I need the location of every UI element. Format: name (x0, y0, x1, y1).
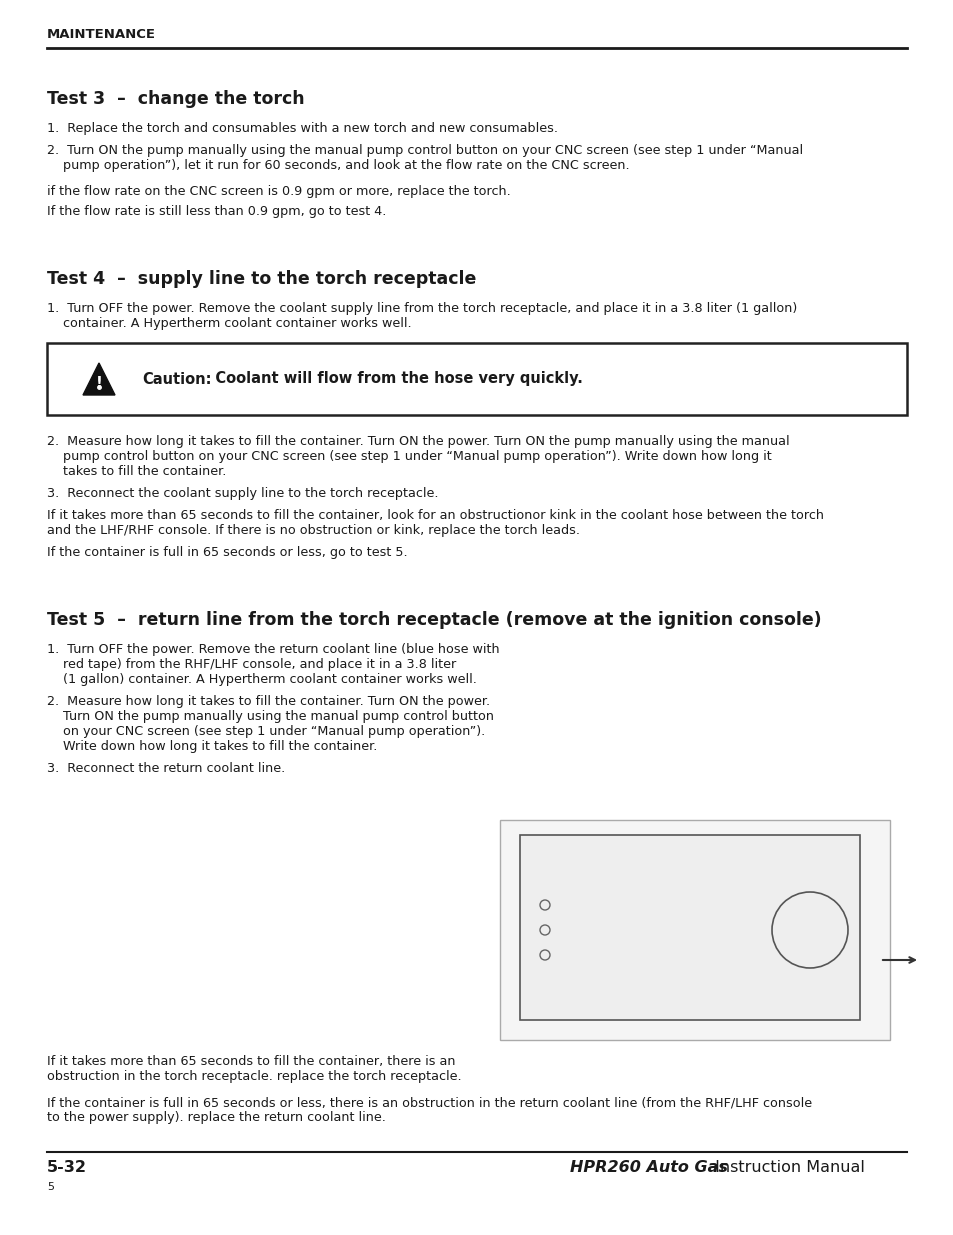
Text: If it takes more than 65 seconds to fill the container, look for an obstructiono: If it takes more than 65 seconds to fill… (47, 509, 823, 522)
Text: Write down how long it takes to fill the container.: Write down how long it takes to fill the… (47, 740, 377, 753)
Text: 5-32: 5-32 (47, 1160, 87, 1174)
Text: If the flow rate is still less than 0.9 gpm, go to test 4.: If the flow rate is still less than 0.9 … (47, 205, 386, 219)
Text: Test 5  –  return line from the torch receptacle (remove at the ignition console: Test 5 – return line from the torch rece… (47, 611, 821, 629)
Text: Test 4  –  supply line to the torch receptacle: Test 4 – supply line to the torch recept… (47, 270, 476, 288)
Polygon shape (83, 363, 115, 395)
FancyBboxPatch shape (499, 820, 889, 1040)
Text: pump operation”), let it run for 60 seconds, and look at the flow rate on the CN: pump operation”), let it run for 60 seco… (47, 159, 629, 172)
Text: and the LHF/RHF console. If there is no obstruction or kink, replace the torch l: and the LHF/RHF console. If there is no … (47, 524, 579, 537)
Text: container. A Hypertherm coolant container works well.: container. A Hypertherm coolant containe… (47, 317, 411, 330)
Text: If the container is full in 65 seconds or less, go to test 5.: If the container is full in 65 seconds o… (47, 546, 407, 559)
Text: obstruction in the torch receptacle. replace the torch receptacle.: obstruction in the torch receptacle. rep… (47, 1070, 461, 1083)
Text: Caution:: Caution: (142, 372, 212, 387)
Text: 2.  Turn ON the pump manually using the manual pump control button on your CNC s: 2. Turn ON the pump manually using the m… (47, 144, 802, 157)
Text: 1.  Turn OFF the power. Remove the return coolant line (blue hose with: 1. Turn OFF the power. Remove the return… (47, 643, 499, 656)
Text: If the container is full in 65 seconds or less, there is an obstruction in the r: If the container is full in 65 seconds o… (47, 1095, 811, 1109)
Text: on your CNC screen (see step 1 under “Manual pump operation”).: on your CNC screen (see step 1 under “Ma… (47, 725, 485, 739)
Text: 1.  Turn OFF the power. Remove the coolant supply line from the torch receptacle: 1. Turn OFF the power. Remove the coolan… (47, 303, 797, 315)
Text: to the power supply). replace the return coolant line.: to the power supply). replace the return… (47, 1112, 385, 1124)
FancyBboxPatch shape (47, 343, 906, 415)
Text: 3.  Reconnect the return coolant line.: 3. Reconnect the return coolant line. (47, 762, 285, 776)
Text: If it takes more than 65 seconds to fill the container, there is an: If it takes more than 65 seconds to fill… (47, 1055, 455, 1068)
Text: Turn ON the pump manually using the manual pump control button: Turn ON the pump manually using the manu… (47, 710, 494, 722)
Text: Coolant will flow from the hose very quickly.: Coolant will flow from the hose very qui… (200, 372, 582, 387)
Text: 2.  Measure how long it takes to fill the container. Turn ON the power. Turn ON : 2. Measure how long it takes to fill the… (47, 435, 789, 448)
Text: 1.  Replace the torch and consumables with a new torch and new consumables.: 1. Replace the torch and consumables wit… (47, 122, 558, 135)
Text: red tape) from the RHF/LHF console, and place it in a 3.8 liter: red tape) from the RHF/LHF console, and … (47, 658, 456, 671)
Text: HPR260 Auto Gas: HPR260 Auto Gas (569, 1160, 727, 1174)
Text: !: ! (95, 375, 102, 390)
Text: pump control button on your CNC screen (see step 1 under “Manual pump operation”: pump control button on your CNC screen (… (47, 450, 771, 463)
Text: Instruction Manual: Instruction Manual (709, 1160, 864, 1174)
FancyBboxPatch shape (519, 835, 859, 1020)
Text: Test 3  –  change the torch: Test 3 – change the torch (47, 90, 304, 107)
Text: 2.  Measure how long it takes to fill the container. Turn ON the power.: 2. Measure how long it takes to fill the… (47, 695, 490, 708)
Text: MAINTENANCE: MAINTENANCE (47, 28, 156, 41)
Text: 3.  Reconnect the coolant supply line to the torch receptacle.: 3. Reconnect the coolant supply line to … (47, 487, 438, 500)
Text: if the flow rate on the CNC screen is 0.9 gpm or more, replace the torch.: if the flow rate on the CNC screen is 0.… (47, 185, 510, 198)
Text: takes to fill the container.: takes to fill the container. (47, 466, 226, 478)
Text: 5: 5 (47, 1182, 54, 1192)
Text: (1 gallon) container. A Hypertherm coolant container works well.: (1 gallon) container. A Hypertherm coola… (47, 673, 476, 685)
